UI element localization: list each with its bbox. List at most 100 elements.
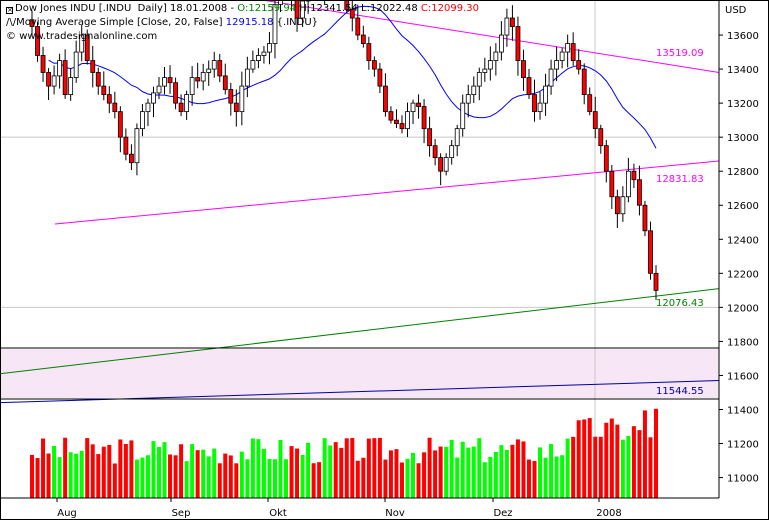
volume-bar: [615, 424, 620, 498]
volume-bar: [228, 455, 233, 498]
volume-bar: [493, 452, 498, 498]
y-tick-label: 12200: [727, 269, 759, 280]
close-icon[interactable]: ×: [6, 6, 13, 14]
volume-bar: [333, 442, 338, 498]
candle-body: [184, 94, 190, 113]
volume-bar: [637, 430, 642, 498]
y-tick-label: 11000: [727, 474, 759, 485]
candle-body: [543, 85, 548, 104]
candle-body: [239, 85, 245, 113]
volume-bar: [604, 422, 609, 498]
volume-bar: [173, 455, 178, 498]
candle-body: [360, 34, 366, 44]
candle-body: [228, 89, 234, 104]
open-value: 12159.94: [248, 3, 297, 14]
volume-bar: [416, 463, 421, 498]
candle-body: [189, 77, 195, 96]
close-label: C:: [420, 3, 432, 14]
y-tick-label: 11600: [727, 371, 759, 382]
volume-bar: [449, 439, 454, 498]
volume-bar: [284, 459, 289, 498]
candle-body: [471, 85, 477, 96]
candle-body: [278, 0, 283, 5]
price-label: 12831.83: [656, 174, 704, 185]
volume-bar: [306, 442, 311, 498]
header-line-2: /\/Moving Average Simple [Close, 20, Fal…: [6, 17, 318, 29]
low-value: 12022.48: [370, 3, 418, 14]
candle-body: [140, 111, 145, 130]
volume-bar: [223, 453, 228, 498]
candlesticks: [29, 0, 659, 300]
candle-body: [587, 94, 593, 113]
candle-body: [438, 157, 444, 172]
candle-body: [648, 230, 653, 274]
candle-body: [294, 0, 300, 19]
volume-bar: [85, 438, 90, 498]
volume-bar: [532, 460, 537, 498]
candle-body: [581, 68, 587, 96]
candle-body: [443, 157, 449, 172]
candle-body: [421, 106, 427, 130]
volume-bar: [648, 437, 653, 498]
volume-bar: [654, 408, 658, 498]
candle-body: [532, 94, 537, 113]
volume-bar: [90, 444, 95, 498]
candle-body: [476, 72, 482, 87]
candle-body: [399, 123, 405, 130]
indicator-symbol: {.INDU}: [276, 17, 319, 28]
candle-body: [548, 68, 554, 87]
candle-body: [35, 26, 40, 56]
volume-bar: [593, 436, 598, 498]
volume-bar: [477, 438, 482, 498]
candle-body: [156, 85, 162, 94]
volume-bar: [538, 447, 543, 498]
volume-bar: [317, 462, 322, 498]
candle-body: [106, 94, 112, 104]
candle-body: [244, 68, 250, 87]
volume-bar: [195, 450, 200, 498]
price-label: 13519.09: [656, 48, 704, 59]
candle-body: [603, 145, 609, 172]
candle-body: [614, 196, 620, 215]
trendline-upper-resistance: [258, 0, 720, 73]
volume-bar: [609, 418, 614, 498]
volume-bar: [427, 437, 432, 498]
volume-bar: [74, 453, 79, 498]
volume-bar: [383, 459, 388, 498]
volume-bar: [372, 438, 377, 498]
volume-bar: [411, 452, 416, 498]
volume-bar: [543, 457, 548, 498]
candle-body: [371, 60, 377, 70]
volume-bar: [322, 438, 327, 498]
open-label: O:: [237, 3, 249, 14]
candle-body: [162, 77, 167, 87]
volume-bar: [444, 446, 449, 498]
volume-bar: [112, 463, 117, 498]
volume-bar: [52, 446, 57, 498]
candle-body: [416, 102, 421, 107]
value-labels: 13519.09 12831.83 12076.43 11544.55: [656, 48, 704, 397]
volume-bar: [267, 459, 272, 498]
candle-body: [206, 68, 212, 73]
volume-bar: [234, 463, 239, 498]
volume-bar: [190, 444, 195, 498]
volume-bar: [217, 463, 222, 498]
volume-bar: [422, 452, 427, 498]
candle-body: [642, 204, 648, 232]
candle-body: [57, 60, 63, 77]
price-label: 11544.55: [656, 386, 704, 397]
volume-bar: [350, 438, 355, 498]
candle-body: [592, 111, 598, 130]
y-tick-label: 12600: [727, 201, 759, 212]
volume-bar: [438, 446, 443, 498]
candle-body: [388, 111, 394, 121]
candle-body: [515, 26, 521, 61]
volume-bar: [295, 448, 300, 498]
candle-body: [625, 170, 631, 198]
volume-bar: [129, 440, 134, 498]
volume-bar: [515, 439, 520, 498]
candle-body: [432, 145, 438, 158]
candle-body: [465, 94, 471, 104]
volume-bar: [587, 418, 592, 498]
x-tick-label: 2008: [596, 508, 621, 519]
